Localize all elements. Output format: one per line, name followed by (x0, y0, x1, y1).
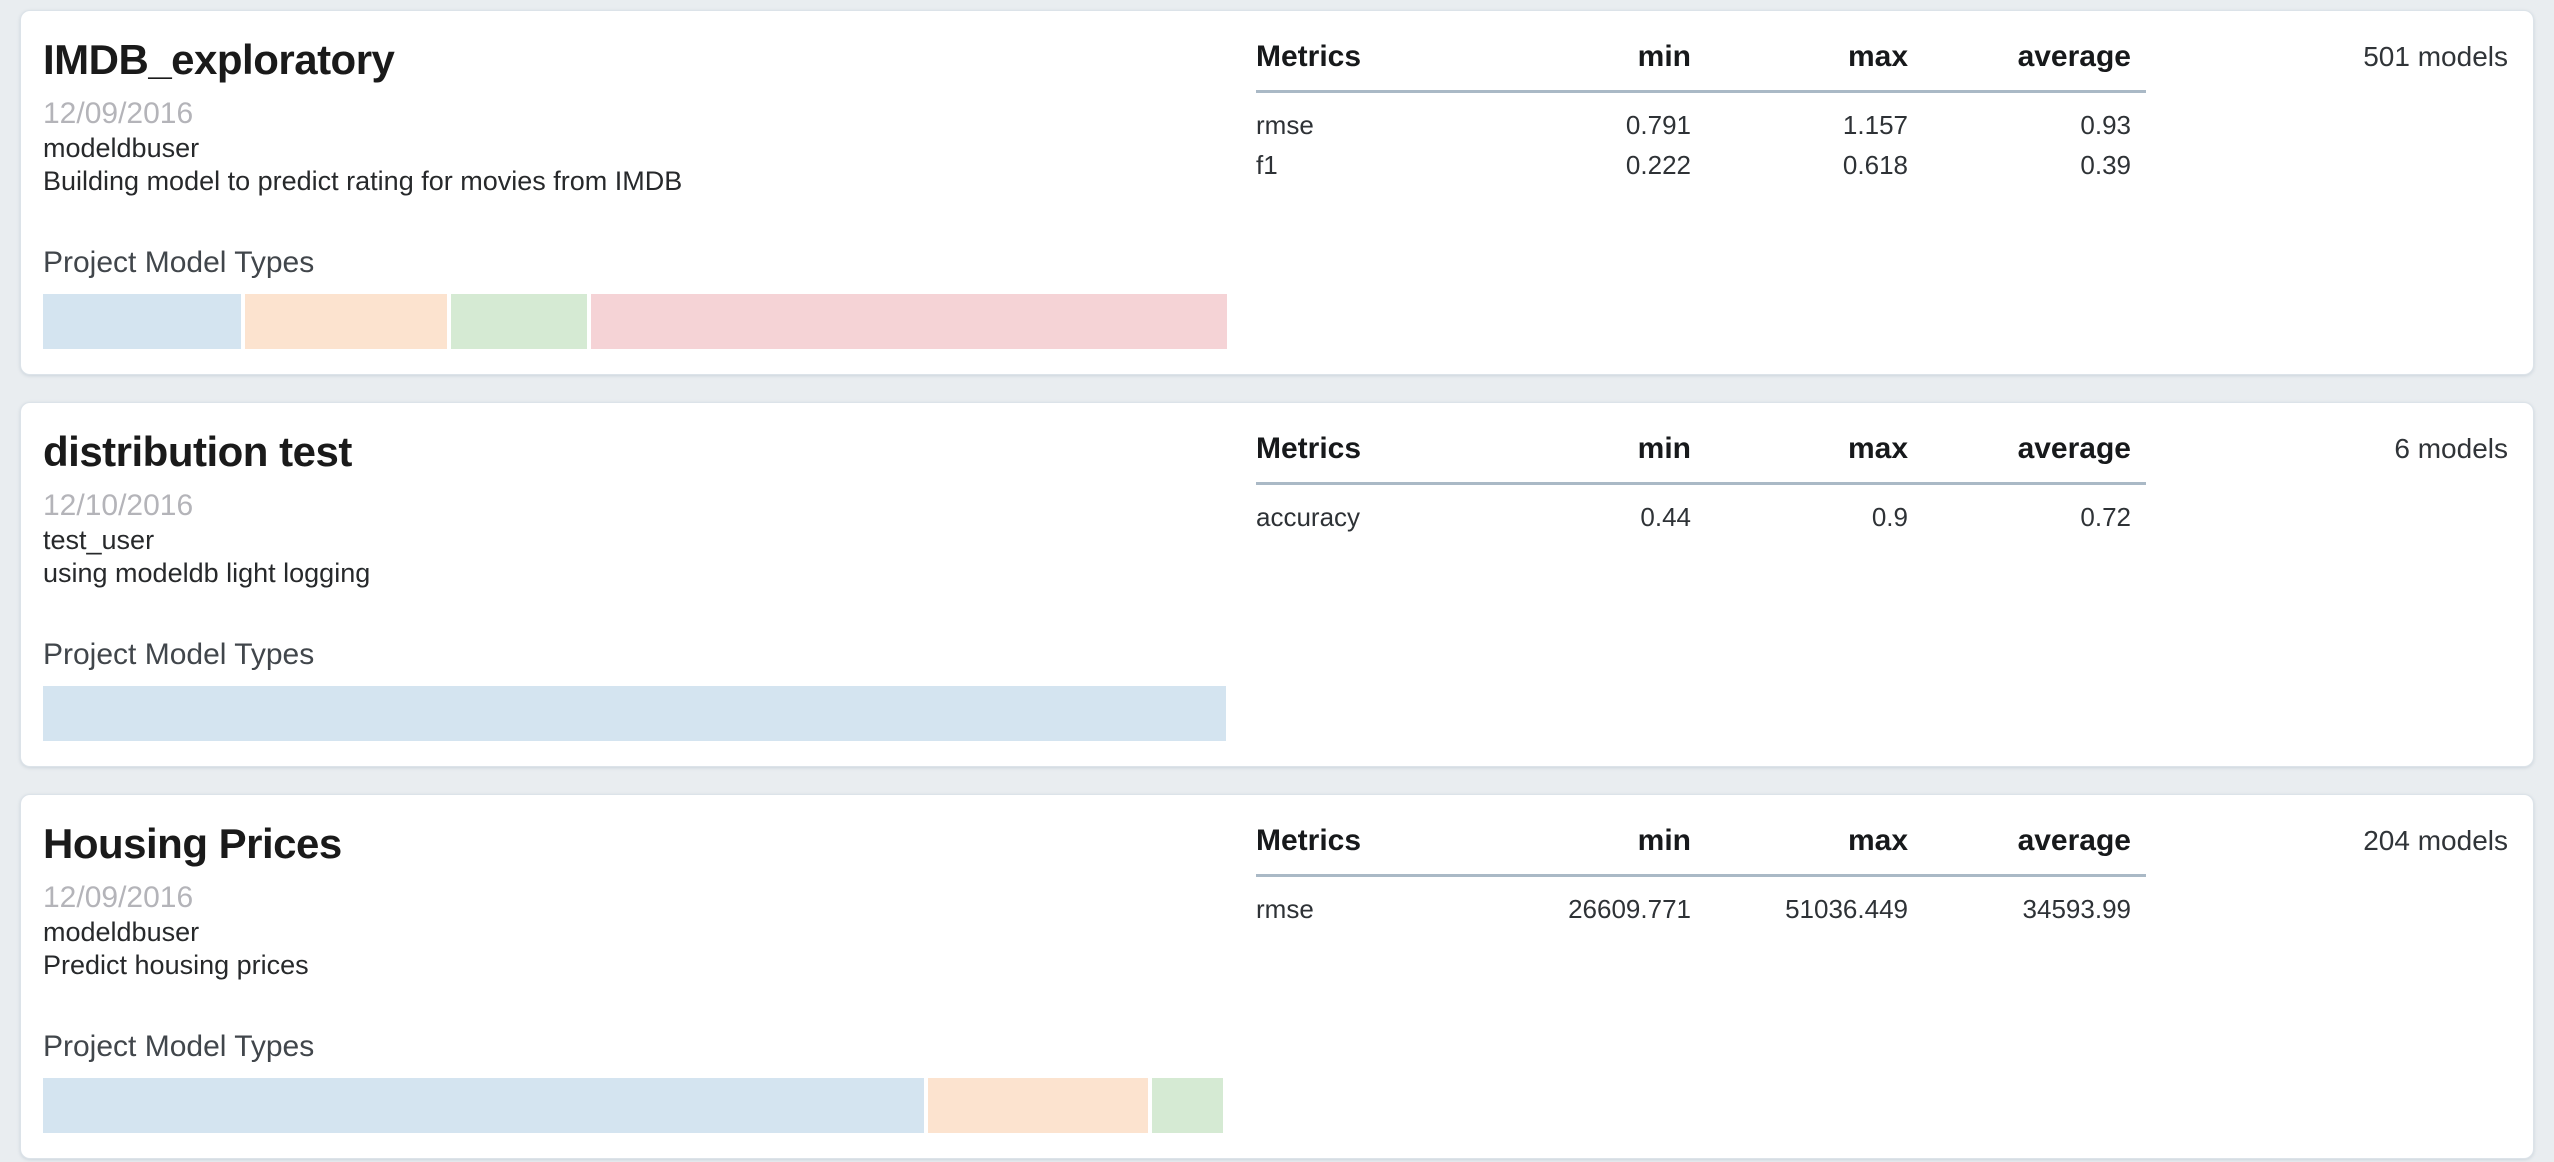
metrics-header-row: Metrics min max average (1256, 428, 2146, 485)
metric-name: f1 (1256, 150, 1278, 180)
metric-name: accuracy (1256, 502, 1361, 532)
model-types-track (43, 1078, 1226, 1133)
metrics-tbody: rmse 26609.771 51036.449 34593.99 (1256, 876, 2146, 928)
project-title: IMDB_exploratory (43, 36, 395, 83)
max-header: max (1691, 428, 1908, 485)
metric-min: 0.44 (1640, 502, 1691, 532)
model-types-heading: Project Model Types (43, 246, 315, 279)
average-header: average (1908, 820, 2146, 877)
max-header: max (1691, 820, 1908, 877)
model-type-bar-segment[interactable] (1152, 1078, 1224, 1133)
metric-average: 0.93 (2080, 110, 2131, 140)
project-card[interactable]: distribution test 12/10/2016 test_user u… (20, 402, 2534, 767)
model-types-track (43, 686, 1226, 741)
metric-average: 0.39 (2080, 150, 2131, 180)
metric-max: 51036.449 (1785, 894, 1908, 924)
metric-row: rmse 0.791 1.157 0.93 (1256, 92, 2146, 144)
models-count: 204 models (2363, 825, 2508, 856)
project-description: using modeldb light logging (43, 558, 371, 588)
metric-average: 0.72 (2080, 502, 2131, 532)
model-type-bar-segment[interactable] (590, 294, 1228, 349)
average-header: average (1908, 428, 2146, 485)
metrics-header-row: Metrics min max average (1256, 36, 2146, 93)
metric-average: 34593.99 (2022, 894, 2131, 924)
project-description: Building model to predict rating for mov… (43, 166, 683, 196)
metrics-header-row: Metrics min max average (1256, 820, 2146, 877)
min-header: min (1456, 36, 1691, 93)
metric-min: 26609.771 (1568, 894, 1691, 924)
model-type-bar-segment[interactable] (43, 1078, 925, 1133)
metrics-table: Metrics min max average rmse 26609.771 510… (1256, 820, 2146, 927)
model-type-bar-segment[interactable] (244, 294, 447, 349)
metric-max: 0.618 (1842, 150, 1908, 180)
metrics-table: Metrics min max average accuracy 0.44 0.9 0… (1256, 428, 2146, 535)
min-header: min (1456, 428, 1691, 485)
metrics-tbody: accuracy 0.44 0.9 0.72 (1256, 484, 2146, 536)
metrics-header: Metrics (1256, 428, 1456, 485)
metric-min: 0.791 (1625, 110, 1691, 140)
project-summary: Housing Prices 12/09/2016 modeldbuser Pr… (43, 820, 1226, 1133)
metrics-tbody: rmse 0.791 1.157 0.93 f1 0.222 0.618 0.39 (1256, 92, 2146, 184)
project-author: modeldbuser (43, 133, 200, 163)
model-type-bar-segment[interactable] (43, 686, 1226, 741)
model-types-track (43, 294, 1228, 349)
metric-min: 0.222 (1625, 150, 1691, 180)
metrics-table: Metrics min max average rmse 0.791 1.157 0.… (1256, 36, 2146, 183)
metric-row: rmse 26609.771 51036.449 34593.99 (1256, 876, 2146, 928)
metric-row: accuracy 0.44 0.9 0.72 (1256, 484, 2146, 536)
metric-row: f1 0.222 0.618 0.39 (1256, 143, 2146, 183)
metrics-header: Metrics (1256, 36, 1456, 93)
metric-max: 0.9 (1871, 502, 1908, 532)
models-count: 501 models (2363, 41, 2508, 72)
metrics-panel: Metrics min max average rmse 0.791 1.157 0.… (1256, 36, 2146, 183)
metrics-panel: Metrics min max average accuracy 0.44 0.9 0… (1256, 428, 2146, 535)
min-header: min (1456, 820, 1691, 877)
model-type-bar-segment[interactable] (43, 294, 241, 349)
project-title: Housing Prices (43, 820, 342, 867)
metric-name: rmse (1256, 894, 1314, 924)
model-types-heading: Project Model Types (43, 1030, 315, 1063)
model-type-bar-segment[interactable] (928, 1078, 1149, 1133)
max-header: max (1691, 36, 1908, 93)
metric-name: rmse (1256, 110, 1314, 140)
metrics-panel: Metrics min max average rmse 26609.771 510… (1256, 820, 2146, 927)
project-card[interactable]: IMDB_exploratory 12/09/2016 modeldbuser … (20, 10, 2534, 375)
models-count: 6 models (2394, 433, 2508, 464)
project-summary: distribution test 12/10/2016 test_user u… (43, 428, 1226, 741)
metric-max: 1.157 (1842, 110, 1908, 140)
average-header: average (1908, 36, 2146, 93)
project-date: 12/09/2016 (43, 881, 194, 914)
project-description: Predict housing prices (43, 950, 309, 980)
project-date: 12/10/2016 (43, 489, 194, 522)
project-summary: IMDB_exploratory 12/09/2016 modeldbuser … (43, 36, 1228, 349)
project-author: test_user (43, 525, 155, 555)
model-types-heading: Project Model Types (43, 638, 315, 671)
metrics-header: Metrics (1256, 820, 1456, 877)
project-author: modeldbuser (43, 917, 200, 947)
project-title: distribution test (43, 428, 352, 475)
project-date: 12/09/2016 (43, 97, 194, 130)
project-card[interactable]: Housing Prices 12/09/2016 modeldbuser Pr… (20, 794, 2534, 1159)
model-type-bar-segment[interactable] (450, 294, 587, 349)
